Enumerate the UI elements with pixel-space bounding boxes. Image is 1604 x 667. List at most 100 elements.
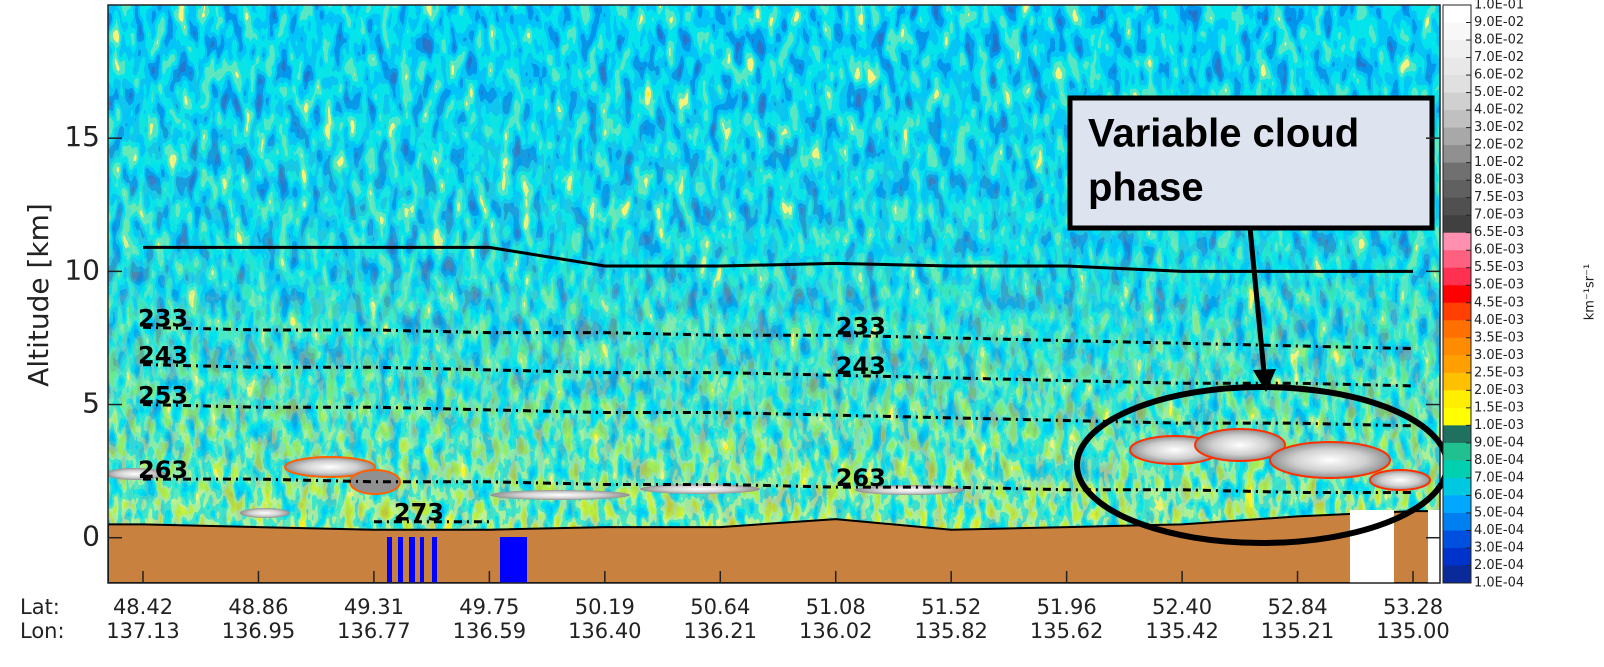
- colorbar-tick-label: 1.5E-03: [1474, 400, 1524, 415]
- colorbar-swatch: [1443, 268, 1471, 286]
- colorbar-tick-label: 6.0E-04: [1474, 488, 1524, 503]
- colorbar-tick-label: 5.0E-03: [1474, 278, 1524, 293]
- lat-label: 49.31: [344, 595, 404, 619]
- lon-label: 136.95: [222, 619, 295, 643]
- colorbar-tick-label: 7.0E-03: [1474, 208, 1524, 223]
- isotherm-label: 233: [138, 304, 188, 332]
- colorbar-swatch: [1443, 5, 1471, 23]
- lon-label: 135.00: [1376, 619, 1449, 643]
- colorbar-tick-label: 2.0E-04: [1474, 558, 1524, 573]
- lon-row-label: Lon:: [20, 619, 65, 643]
- isotherm-label: 233: [836, 312, 886, 340]
- colorbar-tick-label: 3.0E-04: [1474, 540, 1524, 555]
- colorbar-tick-label: 8.0E-04: [1474, 453, 1524, 468]
- isotherm-label: 243: [836, 352, 886, 380]
- colorbar-tick-label: 7.5E-03: [1474, 190, 1524, 205]
- colorbar-swatch: [1443, 75, 1471, 93]
- colorbar-tick-label: 7.0E-02: [1474, 50, 1524, 65]
- lat-label: 48.86: [228, 595, 288, 619]
- lon-label: 135.62: [1030, 619, 1103, 643]
- colorbar-swatch: [1443, 145, 1471, 163]
- colorbar-tick-label: 3.0E-02: [1474, 120, 1524, 135]
- colorbar-swatch: [1443, 285, 1471, 303]
- colorbar-tick-label: 6.5E-03: [1474, 225, 1524, 240]
- colorbar-tick-label: 8.0E-03: [1474, 173, 1524, 188]
- colorbar-swatch: [1443, 565, 1471, 583]
- colorbar-swatch: [1443, 425, 1471, 443]
- isotherm-label: 253: [138, 382, 188, 410]
- y-tick-label: 5: [82, 387, 100, 420]
- colorbar-tick-label: 1.0E-02: [1474, 155, 1524, 170]
- colorbar-tick-label: 2.5E-03: [1474, 365, 1524, 380]
- annotation-text: Variable cloud: [1088, 112, 1359, 156]
- lat-label: 51.96: [1037, 595, 1097, 619]
- colorbar-tick-label: 4.5E-03: [1474, 295, 1524, 310]
- colorbar-swatch: [1443, 408, 1471, 426]
- colorbar-swatch: [1443, 93, 1471, 111]
- colorbar-tick-label: 2.0E-02: [1474, 138, 1524, 153]
- lon-label: 136.21: [684, 619, 757, 643]
- lat-label: 50.19: [575, 595, 635, 619]
- colorbar-swatch: [1443, 390, 1471, 408]
- y-tick-label: 15: [64, 120, 100, 153]
- colorbar-tick-label: 5.5E-03: [1474, 260, 1524, 275]
- colorbar-swatch: [1443, 215, 1471, 233]
- lat-label: 53.28: [1383, 595, 1443, 619]
- colorbar-swatch: [1443, 250, 1471, 268]
- colorbar-swatch: [1443, 443, 1471, 461]
- y-tick-label: 0: [82, 520, 100, 553]
- colorbar-tick-label: 1.0E-03: [1474, 418, 1524, 433]
- colorbar-tick-label: 4.0E-02: [1474, 103, 1524, 118]
- lon-label: 136.59: [453, 619, 526, 643]
- colorbar-tick-label: 1.0E-01: [1474, 0, 1524, 13]
- lon-label: 137.13: [106, 619, 179, 643]
- colorbar-swatch: [1443, 128, 1471, 146]
- colorbar-swatch: [1443, 495, 1471, 513]
- colorbar-tick-label: 4.0E-04: [1474, 523, 1524, 538]
- colorbar-swatch: [1443, 355, 1471, 373]
- lon-label: 135.82: [914, 619, 987, 643]
- colorbar-tick-label: 5.0E-02: [1474, 85, 1524, 100]
- colorbar-swatch: [1443, 530, 1471, 548]
- y-tick-label: 10: [64, 253, 100, 286]
- colorbar-tick-label: 6.0E-02: [1474, 68, 1524, 83]
- colorbar-swatch: [1443, 163, 1471, 181]
- colorbar-swatch: [1443, 478, 1471, 496]
- colorbar-tick-label: 6.0E-03: [1474, 243, 1524, 258]
- lon-label: 135.21: [1261, 619, 1334, 643]
- chart: 233233243243253263263273 Altitude [km] L…: [0, 0, 1604, 663]
- colorbar-tick-label: 1.0E-04: [1474, 576, 1524, 591]
- lat-label: 51.08: [806, 595, 866, 619]
- lon-label: 136.77: [337, 619, 410, 643]
- lat-label: 52.40: [1152, 595, 1212, 619]
- lon-label: 136.02: [799, 619, 872, 643]
- colorbar-tick-label: 4.0E-03: [1474, 313, 1524, 328]
- colorbar-swatch: [1443, 40, 1471, 58]
- page: 233233243243253263263273 Altitude [km] L…: [0, 0, 1604, 667]
- colorbar-tick-label: 9.0E-02: [1474, 15, 1524, 30]
- colorbar-tick-label: 2.0E-03: [1474, 383, 1524, 398]
- colorbar-swatch: [1443, 23, 1471, 41]
- colorbar-tick-label: 7.0E-04: [1474, 470, 1524, 485]
- colorbar-swatch: [1443, 373, 1471, 391]
- colorbar-swatch: [1443, 513, 1471, 531]
- colorbar-tick-label: 5.0E-04: [1474, 505, 1524, 520]
- lon-label: 135.42: [1145, 619, 1218, 643]
- annotation-text: phase: [1088, 166, 1204, 210]
- colorbar-swatch: [1443, 460, 1471, 478]
- lat-label: 50.64: [690, 595, 750, 619]
- lat-row-label: Lat:: [20, 595, 60, 619]
- colorbar-swatch: [1443, 303, 1471, 321]
- colorbar-swatch: [1443, 58, 1471, 76]
- colorbar-tick-label: 9.0E-04: [1474, 435, 1524, 450]
- isotherm-label: 273: [394, 499, 444, 527]
- colorbar-swatch: [1443, 180, 1471, 198]
- colorbar-tick-label: 3.0E-03: [1474, 348, 1524, 363]
- lat-label: 48.42: [113, 595, 173, 619]
- backscatter-field-low: [108, 5, 1440, 583]
- colorbar-tick-label: 8.0E-02: [1474, 33, 1524, 48]
- lon-label: 136.40: [568, 619, 641, 643]
- colorbar-label: km⁻¹sr⁻¹: [1583, 264, 1598, 320]
- colorbar-swatch: [1443, 320, 1471, 338]
- isotherm-label: 263: [836, 464, 886, 492]
